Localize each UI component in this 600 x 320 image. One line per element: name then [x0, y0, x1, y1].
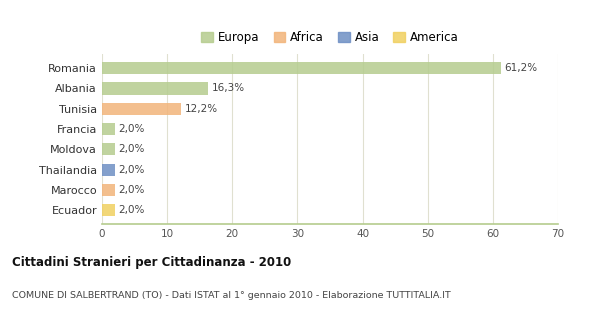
Bar [102, 184, 115, 196]
Bar [102, 62, 500, 74]
Text: 16,3%: 16,3% [211, 84, 245, 93]
Text: 2,0%: 2,0% [118, 144, 145, 154]
Text: COMUNE DI SALBERTRAND (TO) - Dati ISTAT al 1° gennaio 2010 - Elaborazione TUTTIT: COMUNE DI SALBERTRAND (TO) - Dati ISTAT … [12, 291, 451, 300]
Bar [102, 123, 115, 135]
Text: 2,0%: 2,0% [118, 185, 145, 195]
Legend: Europa, Africa, Asia, America: Europa, Africa, Asia, America [197, 26, 463, 49]
Bar [102, 164, 115, 176]
Text: 12,2%: 12,2% [185, 104, 218, 114]
Bar [102, 103, 181, 115]
Bar [102, 82, 208, 95]
Text: Cittadini Stranieri per Cittadinanza - 2010: Cittadini Stranieri per Cittadinanza - 2… [12, 256, 291, 269]
Text: 2,0%: 2,0% [118, 124, 145, 134]
Text: 2,0%: 2,0% [118, 205, 145, 215]
Bar [102, 143, 115, 156]
Bar [102, 204, 115, 216]
Text: 61,2%: 61,2% [504, 63, 537, 73]
Text: 2,0%: 2,0% [118, 164, 145, 175]
